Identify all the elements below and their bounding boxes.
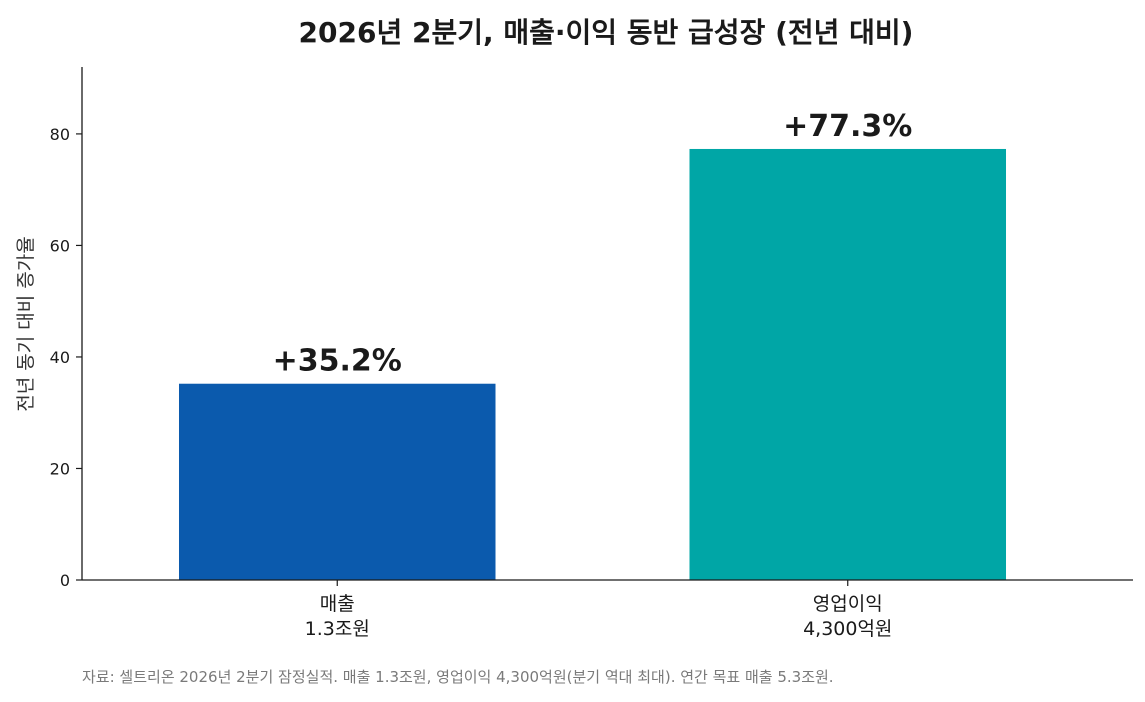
y-tick-label-1: 20 bbox=[50, 459, 70, 478]
y-tick-label-3: 60 bbox=[50, 236, 70, 255]
plot-area: +35.2% 매출 1.3조원 +77.3% 영업이익 4,300억원 0 20 40 60 80 bbox=[50, 67, 1133, 640]
x-tick-label-0-1: 1.3조원 bbox=[305, 618, 370, 640]
bar-1 bbox=[689, 148, 1007, 580]
data-label-0: +35.2% bbox=[273, 344, 402, 379]
data-label-1: +77.3% bbox=[783, 109, 912, 144]
y-tick-label-2: 40 bbox=[50, 348, 70, 367]
chart-title: 2026년 2분기, 매출·이익 동반 급성장 (전년 대비) bbox=[299, 16, 914, 49]
y-tick-label-0: 0 bbox=[60, 571, 70, 590]
x-tick-label-0-0: 매출 bbox=[320, 593, 355, 615]
bar-0 bbox=[178, 383, 496, 580]
x-tick-label-1-1: 4,300억원 bbox=[803, 618, 892, 640]
source-note: 자료: 셀트리온 2026년 2분기 잠정실적. 매출 1.3조원, 영업이익 … bbox=[82, 668, 834, 686]
y-axis-label: 전년 동기 대비 증가율 bbox=[15, 236, 37, 411]
x-tick-label-1-0: 영업이익 bbox=[813, 593, 883, 615]
y-tick-label-4: 80 bbox=[50, 125, 70, 144]
